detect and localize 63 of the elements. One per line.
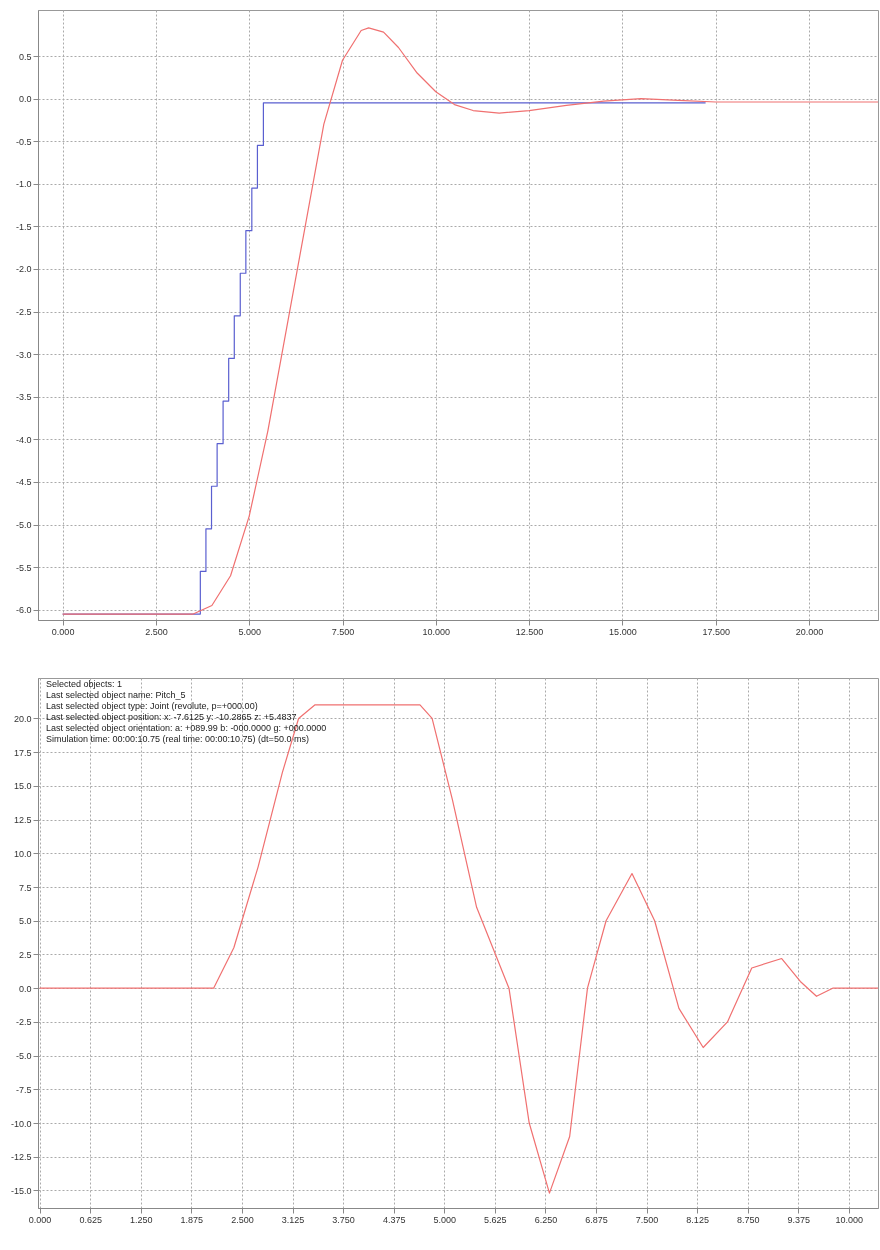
annotation: Last selected object orientation: a: +089.99 b: -000.0000 g: +000.0000 [46,723,327,733]
x-tick-label: 1.875 [180,1214,204,1225]
y-tick-label: -1.0 [15,179,32,190]
x-tick-label: 5.625 [484,1214,507,1225]
y-tick-label: -15.0 [10,1185,32,1196]
x-tick-label: 8.750 [736,1214,760,1225]
x-tick-label: 8.125 [686,1214,709,1225]
y-tick-label: 0.0 [18,983,32,994]
y-tick-label: 0.0 [18,94,32,105]
y-tick-label: -6.0 [15,605,32,616]
y-tick-label: 10.0 [13,848,32,859]
x-tick-label: 0.000 [51,626,75,637]
y-tick-label: -4.5 [15,477,32,488]
x-tick-label: 2.500 [145,626,168,637]
x-tick-label: 10.000 [835,1214,864,1225]
x-tick-label: 12.500 [515,626,544,637]
x-tick-label: 4.375 [382,1214,406,1225]
y-tick-label: 12.5 [13,815,32,826]
y-tick-label: -2.5 [15,307,32,318]
y-tick-label: 7.5 [18,882,32,893]
y-tick-label: -3.0 [15,349,32,360]
x-tick-label: 10.000 [422,626,451,637]
x-tick-label: 3.125 [281,1214,305,1225]
y-tick-label: 20.0 [13,713,32,724]
y-tick-label: -3.5 [15,392,32,403]
y-tick-label: 5.0 [18,916,32,927]
y-tick-label: -12.5 [10,1152,32,1163]
x-tick-label: 1.250 [130,1214,153,1225]
y-tick-label: 0.5 [18,51,32,62]
x-tick-label: 5.000 [433,1214,457,1225]
y-tick-label: -10.0 [10,1118,32,1129]
x-tick-label: 9.375 [787,1214,811,1225]
x-tick-label: 3.750 [332,1214,355,1225]
y-tick-label: 2.5 [18,949,32,960]
x-tick-label: 2.500 [231,1214,254,1225]
x-tick-label: 6.250 [534,1214,558,1225]
x-tick-label: 5.000 [238,626,261,637]
annotation: Last selected object position: x: -7.6125 y: -10.2865 z: +5.4837 [46,712,297,722]
x-tick-label: 17.500 [702,626,730,637]
y-tick-label: 17.5 [13,747,32,758]
x-tick-label: 7.500 [331,626,355,637]
y-tick-label: -4.0 [15,434,32,445]
y-tick-label: -5.5 [15,562,32,573]
annotation: Simulation time: 00:00:10.75 (real time: 00:00:10.75) (dt=50.0 ms) [46,734,309,744]
y-tick-label: -5.0 [15,1051,32,1062]
y-tick-label: 15.0 [13,781,32,792]
annotation: Selected objects: 1 [46,679,123,689]
x-tick-label: 15.000 [609,626,637,637]
y-tick-label: -5.0 [15,520,32,531]
x-tick-label: 20.000 [795,626,824,637]
y-tick-label: -0.5 [15,136,32,147]
y-tick-label: -7.5 [15,1084,32,1095]
annotation: Last selected object name: Pitch_5 [46,690,186,700]
y-tick-label: -2.5 [15,1017,32,1028]
x-tick-label: 0.625 [79,1214,102,1225]
line-series [62,27,878,615]
annotation: Last selected object type: Joint (revolute, p=+000.00) [46,701,258,711]
y-tick-label: -2.0 [15,264,32,275]
line-series [39,704,878,1194]
x-tick-label: 6.875 [585,1214,608,1225]
x-tick-label: 0.000 [28,1214,52,1225]
x-tick-label: 7.500 [635,1214,659,1225]
y-tick-label: -1.5 [15,221,32,232]
